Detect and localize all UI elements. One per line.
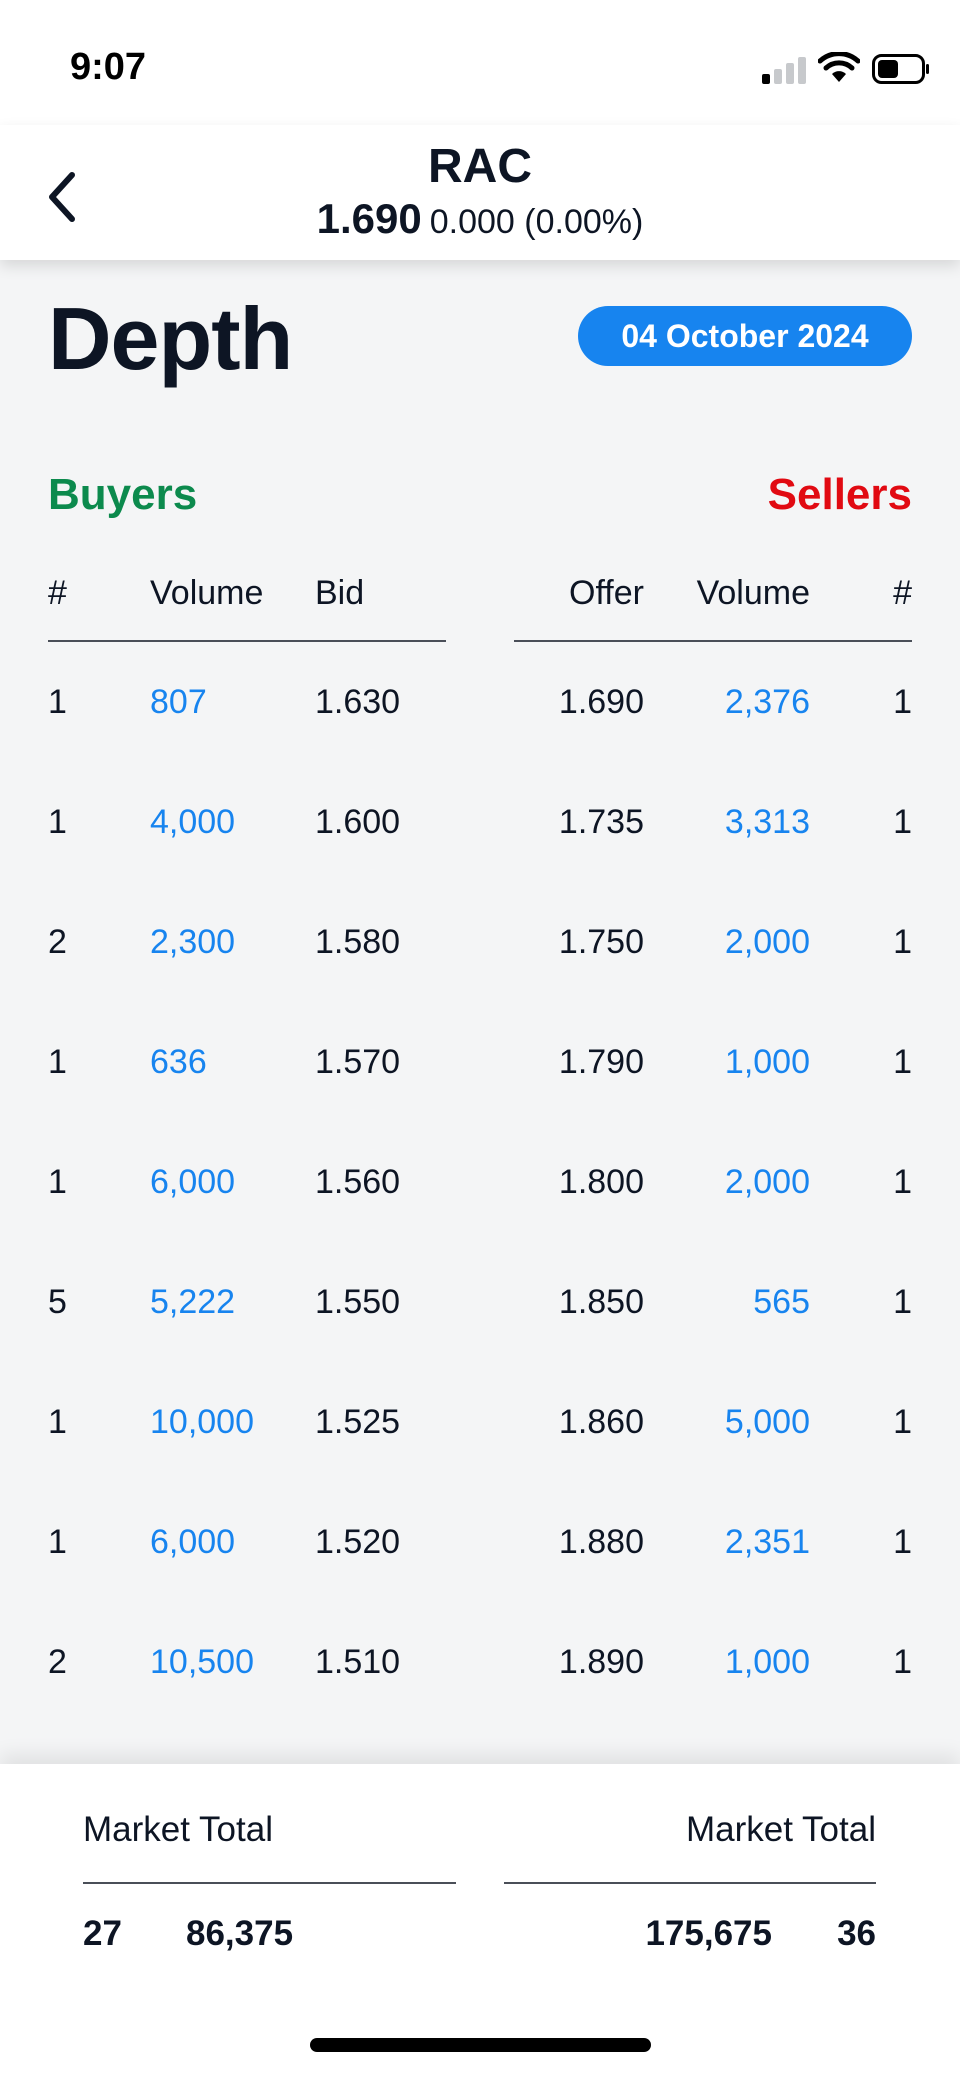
seller-price-cell: 1.750 xyxy=(558,923,644,961)
buyer-price-cell: 1.520 xyxy=(315,1523,401,1561)
buy-market-total-label: Market Total xyxy=(83,1810,273,1849)
last-price: 1.690 xyxy=(316,195,422,242)
seller-count-cell: 1 xyxy=(893,1643,912,1681)
seller-price-cell: 1.735 xyxy=(558,803,644,841)
buyer-count-cell: 1 xyxy=(48,1043,67,1081)
seller-volume-cell: 5,000 xyxy=(724,1403,810,1441)
buyer-count-cell: 1 xyxy=(48,683,67,721)
seller-count-cell: 1 xyxy=(893,1403,912,1441)
buyers-count-header: # xyxy=(48,574,67,612)
seller-price-cell: 1.790 xyxy=(558,1043,644,1081)
sellers-volume-header: Volume xyxy=(696,574,810,612)
seller-price-cell: 1.690 xyxy=(558,683,644,721)
buyers-divider xyxy=(48,640,446,642)
buyer-volume-cell: 5,222 xyxy=(150,1283,236,1321)
buyer-volume-cell: 6,000 xyxy=(150,1523,236,1561)
buyer-price-cell: 1.525 xyxy=(315,1403,401,1441)
buy-totals-divider xyxy=(83,1882,456,1884)
quote-line: 1.690 0.000 (0.00%) xyxy=(0,195,960,243)
buyer-count-cell: 2 xyxy=(48,1643,67,1681)
buyer-count-cell: 5 xyxy=(48,1283,67,1321)
seller-volume-cell: 2,376 xyxy=(724,683,810,721)
buyer-volume-cell: 10,000 xyxy=(150,1403,254,1441)
seller-price-cell: 1.850 xyxy=(558,1283,644,1321)
buyer-volume-cell: 6,000 xyxy=(150,1163,236,1201)
buyer-volume-cell: 807 xyxy=(150,683,207,721)
buyer-price-cell: 1.550 xyxy=(315,1283,401,1321)
seller-volume-cell: 1,000 xyxy=(724,1643,810,1681)
buyer-count-cell: 1 xyxy=(48,1523,67,1561)
seller-volume-cell: 3,313 xyxy=(724,803,810,841)
buy-total-volume: 86,375 xyxy=(186,1914,294,1953)
sell-market-total-label: Market Total xyxy=(686,1810,876,1849)
market-totals-panel: Market Total Market Total 27 86,375 175,… xyxy=(0,1764,960,2079)
buyer-volume-cell: 10,500 xyxy=(150,1643,254,1681)
seller-volume-cell: 2,000 xyxy=(724,923,810,961)
status-bar: 9:07 xyxy=(0,0,960,125)
page-title: Depth xyxy=(48,289,293,388)
sell-totals-divider xyxy=(504,1882,876,1884)
seller-price-cell: 1.880 xyxy=(558,1523,644,1561)
date-selector[interactable]: 04 October 2024 xyxy=(578,306,912,366)
buyer-volume-cell: 4,000 xyxy=(150,803,236,841)
seller-count-cell: 1 xyxy=(893,1283,912,1321)
security-symbol: RAC xyxy=(428,140,532,193)
status-time: 9:07 xyxy=(70,46,147,88)
seller-volume-cell: 565 xyxy=(753,1283,810,1321)
seller-count-cell: 1 xyxy=(893,1523,912,1561)
wifi-icon xyxy=(818,52,860,82)
seller-volume-cell: 1,000 xyxy=(724,1043,810,1081)
buyer-price-cell: 1.570 xyxy=(315,1043,401,1081)
buyer-count-cell: 1 xyxy=(48,1163,67,1201)
seller-count-cell: 1 xyxy=(893,803,912,841)
buyer-price-cell: 1.600 xyxy=(315,803,401,841)
buyer-volume-cell: 636 xyxy=(150,1043,207,1081)
seller-count-cell: 1 xyxy=(893,683,912,721)
quote-header: RAC 1.690 0.000 (0.00%) xyxy=(0,125,960,260)
seller-price-cell: 1.800 xyxy=(558,1163,644,1201)
buyer-count-cell: 1 xyxy=(48,803,67,841)
sellers-count-header: # xyxy=(893,574,912,612)
buyer-count-cell: 1 xyxy=(48,1403,67,1441)
buyer-price-cell: 1.560 xyxy=(315,1163,401,1201)
seller-count-cell: 1 xyxy=(893,1163,912,1201)
price-change: 0.000 (0.00%) xyxy=(429,203,644,241)
buyers-volume-header: Volume xyxy=(150,574,264,612)
sellers-divider xyxy=(514,640,912,642)
buyer-count-cell: 2 xyxy=(48,923,67,961)
home-indicator[interactable] xyxy=(310,2038,651,2052)
chevron-left-icon[interactable] xyxy=(44,169,80,225)
buyers-bid-header: Bid xyxy=(315,574,365,612)
buyer-price-cell: 1.580 xyxy=(315,923,401,961)
sellers-heading: Sellers xyxy=(767,470,912,519)
sell-total-volume: 175,675 xyxy=(645,1914,772,1953)
seller-price-cell: 1.860 xyxy=(558,1403,644,1441)
seller-count-cell: 1 xyxy=(893,923,912,961)
buyer-price-cell: 1.630 xyxy=(315,683,401,721)
buyers-heading: Buyers xyxy=(48,470,198,519)
buyer-volume-cell: 2,300 xyxy=(150,923,236,961)
buyer-price-cell: 1.510 xyxy=(315,1643,401,1681)
seller-count-cell: 1 xyxy=(893,1043,912,1081)
sell-total-count: 36 xyxy=(837,1914,876,1953)
buy-total-count: 27 xyxy=(83,1914,122,1953)
battery-icon xyxy=(872,54,929,84)
seller-volume-cell: 2,351 xyxy=(724,1523,810,1561)
seller-volume-cell: 2,000 xyxy=(724,1163,810,1201)
sellers-offer-header: Offer xyxy=(569,574,644,612)
seller-price-cell: 1.890 xyxy=(558,1643,644,1681)
cellular-signal-icon xyxy=(762,57,806,84)
